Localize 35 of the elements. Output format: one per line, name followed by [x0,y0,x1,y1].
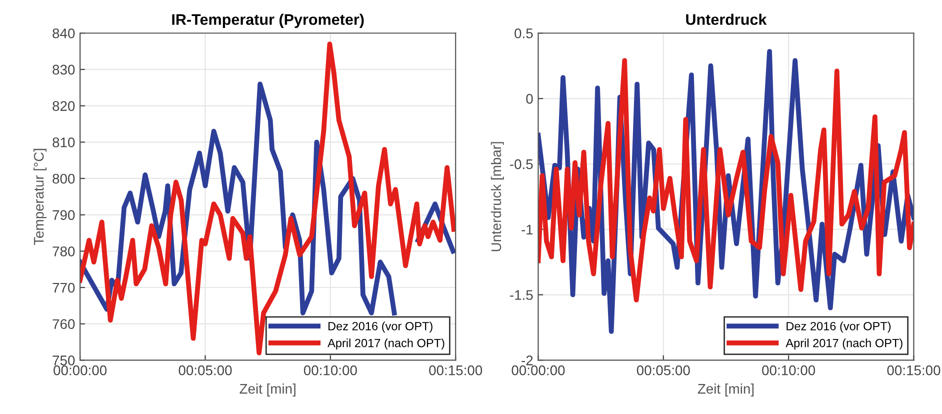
legend-label: April 2017 (nach OPT) [328,338,444,350]
y-tick-label: 770 [52,282,75,293]
x-tick-label: 00:10:00 [304,365,357,376]
x-tick-label: 00:10:00 [762,365,816,376]
chart-title: IR-Temperatur (Pyrometer) [172,14,364,28]
y-axis-title: Unterdruck [mbar] [490,142,504,252]
y-tick-label: 840 [52,28,75,38]
y-tick-label: -1.5 [510,290,533,300]
chart-title: Unterdruck [686,14,767,25]
x-tick-label: 00:05:00 [178,365,232,376]
y-tick-label: 0 [526,94,533,104]
y-tick-label: 830 [52,64,75,75]
y-axis-title: Temperatur [°C] [34,148,46,246]
x-tick-label: 00:15:00 [887,365,940,376]
legend-label: April 2017 (nach OPT) [786,338,902,350]
x-tick-label: 00:05:00 [636,365,690,376]
x-axis-title: Zeit [min] [240,384,296,396]
y-tick-label: 780 [52,246,75,256]
y-tick-label: 790 [52,210,75,220]
y-tick-label: 750 [52,356,75,366]
legend-label: Dez 2016 (vor OPT) [328,322,432,333]
y-tick-label: -2 [522,356,533,366]
y-tick-label: 760 [52,319,75,330]
y-tick-label: -0.5 [510,159,533,170]
x-tick-label: 00:00:00 [54,365,107,376]
y-tick-label: 0.5 [514,28,533,38]
x-tick-label: 00:15:00 [429,365,482,376]
x-tick-label: 00:00:00 [512,365,565,376]
x-axis-title: Zeit [min] [698,384,754,396]
line-series [80,42,456,356]
y-tick-label: -1 [522,224,533,234]
y-tick-label: 820 [52,101,75,111]
y-tick-label: 800 [52,174,75,184]
legend-label: Dez 2016 (vor OPT) [786,322,891,333]
y-tick-label: 810 [52,137,75,148]
